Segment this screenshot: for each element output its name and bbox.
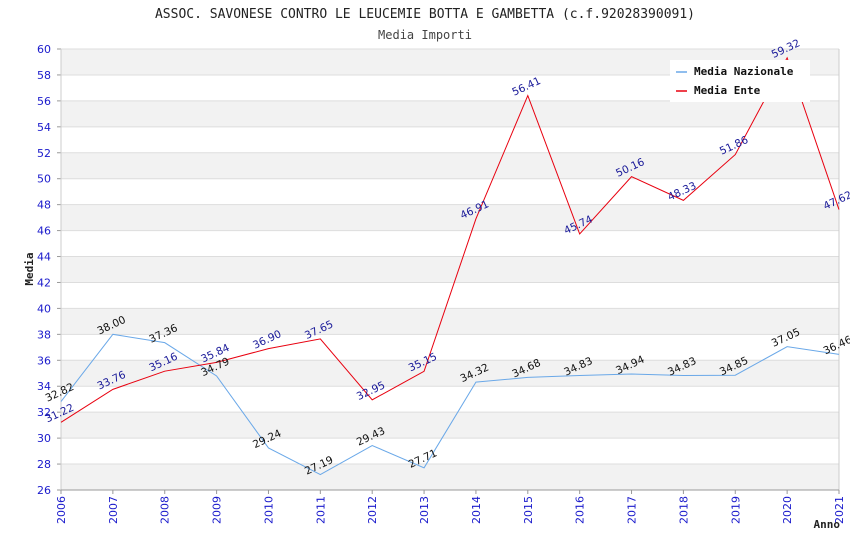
x-tick-label: 2015 <box>522 496 535 524</box>
grid-band <box>61 308 839 335</box>
x-tick-label: 2018 <box>677 496 690 524</box>
series-lines <box>60 56 840 476</box>
y-tick-label: 48 <box>37 199 51 212</box>
grid-band <box>61 100 839 127</box>
x-tick-label: 2013 <box>418 496 431 524</box>
x-tick-label: 2006 <box>55 496 68 524</box>
y-tick-label: 42 <box>37 276 51 289</box>
grid-band <box>61 360 839 387</box>
grid-bands <box>61 49 839 490</box>
x-tick-label: 2016 <box>574 496 587 524</box>
x-tick-label: 2007 <box>107 496 120 524</box>
x-tick-label: 2009 <box>211 496 224 524</box>
x-tick-label: 2014 <box>470 496 483 524</box>
legend-background <box>670 60 810 102</box>
y-tick-label: 32 <box>37 406 51 419</box>
grid-band <box>61 256 839 283</box>
grid-band <box>61 464 839 490</box>
x-tick-label: 2011 <box>314 496 327 524</box>
x-axis-label: Anno <box>814 518 841 531</box>
y-tick-label: 52 <box>37 147 51 160</box>
x-tick-label: 2019 <box>729 496 742 524</box>
legend-label-ente: Media Ente <box>694 84 761 97</box>
series-line-ente <box>60 56 840 423</box>
y-tick-label: 38 <box>37 328 51 341</box>
series-line-nazionale <box>60 333 840 476</box>
legend-label-nazionale: Media Nazionale <box>694 65 794 78</box>
x-tick-label: 2021 <box>833 496 846 524</box>
x-tick-label: 2012 <box>366 496 379 524</box>
x-tick-label: 2010 <box>262 496 275 524</box>
x-tick-label: 2017 <box>626 496 639 524</box>
y-tick-label: 26 <box>37 484 51 497</box>
y-tick-label: 56 <box>37 95 51 108</box>
y-tick-label: 30 <box>37 432 51 445</box>
y-tick-label: 58 <box>37 69 51 82</box>
y-tick-label: 34 <box>37 380 51 393</box>
y-tick-label: 60 <box>37 43 51 56</box>
x-tick-label: 2008 <box>159 496 172 524</box>
y-tick-label: 50 <box>37 173 51 186</box>
y-axis-label: Media <box>23 252 36 285</box>
grid-band <box>61 204 839 231</box>
y-axis-ticks: 26 28 30 32 34 36 38 40 42 44 46 48 50 52 54 56 58 60 <box>37 43 51 497</box>
chart-title: ASSOC. SAVONESE CONTRO LE LEUCEMIE BOTTA… <box>155 7 695 22</box>
x-axis-ticks: 2006 2007 2008 2009 2010 2011 2012 2013 2014 2015… <box>55 496 846 524</box>
legend: Media Nazionale Media Ente <box>670 60 810 102</box>
y-tick-label: 54 <box>37 121 51 134</box>
chart-subtitle: Media Importi <box>378 28 472 42</box>
grid-band <box>61 152 839 179</box>
data-label-ente: 56.41 <box>510 75 542 99</box>
y-tick-label: 28 <box>37 458 51 471</box>
x-tick-label: 2020 <box>781 496 794 524</box>
y-tick-label: 46 <box>37 225 51 238</box>
y-tick-label: 36 <box>37 354 51 367</box>
y-tick-label: 40 <box>37 302 51 315</box>
y-tick-label: 44 <box>37 251 51 264</box>
